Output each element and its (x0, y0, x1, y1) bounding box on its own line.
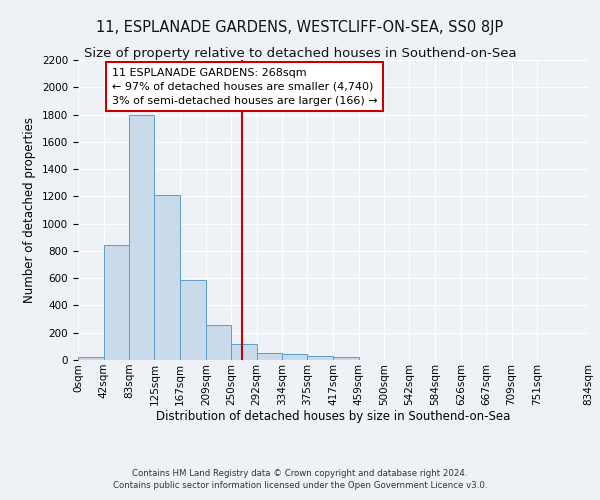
Bar (231, 344, 257, 360)
X-axis label: Distribution of detached houses by size in Southend-on-Sea: Distribution of detached houses by size … (156, 410, 510, 424)
Text: 11, ESPLANADE GARDENS, WESTCLIFF-ON-SEA, SS0 8JP: 11, ESPLANADE GARDENS, WESTCLIFF-ON-SEA,… (97, 20, 503, 35)
Bar (282, 354, 307, 360)
Bar (104, 246, 129, 360)
Text: 11 ESPLANADE GARDENS: 268sqm
← 97% of detached houses are smaller (4,740)
3% of : 11 ESPLANADE GARDENS: 268sqm ← 97% of de… (112, 68, 377, 106)
Bar (257, 353, 282, 360)
Text: Contains HM Land Registry data © Crown copyright and database right 2024.
Contai: Contains HM Land Registry data © Crown c… (113, 468, 487, 490)
Bar (307, 356, 333, 360)
Bar (154, 195, 180, 360)
Bar (78, 356, 104, 360)
Bar (129, 114, 154, 360)
Bar (206, 324, 231, 360)
Bar (180, 280, 206, 360)
Bar (333, 358, 359, 360)
Text: Size of property relative to detached houses in Southend-on-Sea: Size of property relative to detached ho… (83, 48, 517, 60)
Y-axis label: Number of detached properties: Number of detached properties (23, 117, 37, 303)
